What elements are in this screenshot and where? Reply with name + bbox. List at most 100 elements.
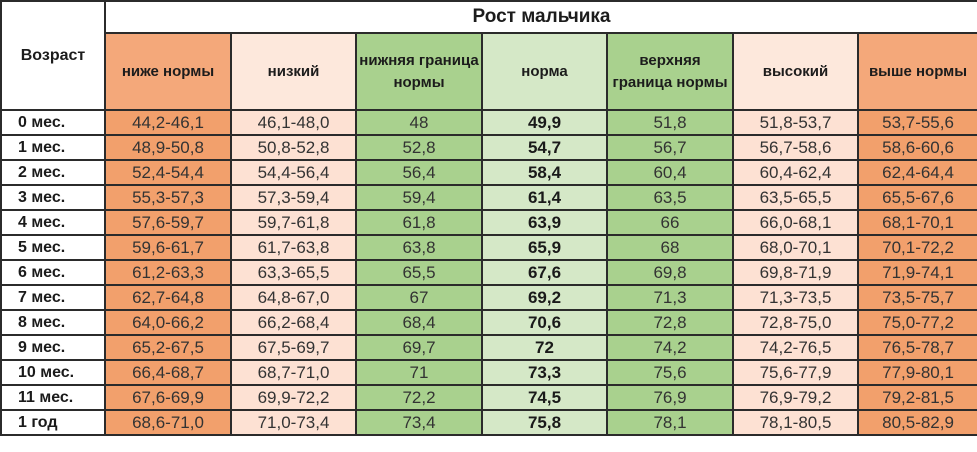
column-headers: ниже нормы низкий нижняя граница нормы н… — [1, 32, 977, 111]
cell-norm: 58,4 — [481, 159, 608, 186]
cell-below-norm: 44,2-46,1 — [104, 109, 232, 136]
table-row: 5 мес. 59,6-61,7 61,7-63,8 63,8 65,9 68 68,0-7… — [0, 234, 977, 261]
cell-lower-bound: 56,4 — [355, 159, 483, 186]
table-title: Рост мальчика — [103, 0, 977, 34]
cell-lower-bound: 69,7 — [355, 334, 483, 361]
header-upper-bound: верхняя граница нормы — [606, 32, 734, 111]
cell-above-norm: 62,4-64,4 — [856, 159, 977, 186]
cell-upper-bound: 66 — [606, 209, 734, 236]
table-row: 8 мес. 64,0-66,2 66,2-68,4 68,4 70,6 72,8 72,8… — [0, 309, 977, 336]
age-cell: 5 мес. — [0, 234, 106, 261]
cell-below-norm: 57,6-59,7 — [104, 209, 232, 236]
cell-low: 64,8-67,0 — [230, 284, 357, 311]
growth-table: Возраст Рост мальчика ниже нормы низкий … — [0, 0, 977, 436]
cell-high: 63,5-65,5 — [732, 184, 859, 211]
cell-high: 74,2-76,5 — [732, 334, 859, 361]
age-cell: 1 мес. — [0, 134, 106, 161]
table-row: 2 мес. 52,4-54,4 54,4-56,4 56,4 58,4 60,4 60,4… — [0, 159, 977, 186]
cell-lower-bound: 72,2 — [355, 384, 483, 411]
cell-high: 75,6-77,9 — [732, 359, 859, 386]
cell-above-norm: 77,9-80,1 — [856, 359, 977, 386]
cell-lower-bound: 63,8 — [355, 234, 483, 261]
cell-below-norm: 68,6-71,0 — [104, 409, 232, 436]
cell-high: 68,0-70,1 — [732, 234, 859, 261]
cell-upper-bound: 72,8 — [606, 309, 734, 336]
table-row: 1 год 68,6-71,0 71,0-73,4 73,4 75,8 78,1 78,1-… — [0, 409, 977, 436]
cell-norm: 49,9 — [481, 109, 608, 136]
cell-low: 66,2-68,4 — [230, 309, 357, 336]
header-below-norm: ниже нормы — [104, 32, 232, 111]
age-cell: 0 мес. — [0, 109, 106, 136]
cell-upper-bound: 75,6 — [606, 359, 734, 386]
table-row: 9 мес. 65,2-67,5 67,5-69,7 69,7 72 74,2 74,2-7… — [0, 334, 977, 361]
cell-above-norm: 80,5-82,9 — [856, 409, 977, 436]
cell-norm: 69,2 — [481, 284, 608, 311]
table-row: 11 мес. 67,6-69,9 69,9-72,2 72,2 74,5 76,9 76,… — [0, 384, 977, 411]
cell-lower-bound: 61,8 — [355, 209, 483, 236]
cell-above-norm: 75,0-77,2 — [856, 309, 977, 336]
cell-low: 69,9-72,2 — [230, 384, 357, 411]
header-high: высокий — [732, 32, 859, 111]
cell-low: 59,7-61,8 — [230, 209, 357, 236]
cell-lower-bound: 73,4 — [355, 409, 483, 436]
cell-low: 50,8-52,8 — [230, 134, 357, 161]
age-cell: 1 год — [0, 409, 106, 436]
cell-norm: 63,9 — [481, 209, 608, 236]
cell-norm: 54,7 — [481, 134, 608, 161]
cell-upper-bound: 63,5 — [606, 184, 734, 211]
cell-upper-bound: 60,4 — [606, 159, 734, 186]
header-lower-bound: нижняя граница нормы — [355, 32, 483, 111]
cell-above-norm: 70,1-72,2 — [856, 234, 977, 261]
table-row: 6 мес. 61,2-63,3 63,3-65,5 65,5 67,6 69,8 69,8… — [0, 259, 977, 286]
cell-high: 51,8-53,7 — [732, 109, 859, 136]
age-cell: 4 мес. — [0, 209, 106, 236]
cell-lower-bound: 52,8 — [355, 134, 483, 161]
cell-below-norm: 55,3-57,3 — [104, 184, 232, 211]
cell-low: 71,0-73,4 — [230, 409, 357, 436]
table-row: 4 мес. 57,6-59,7 59,7-61,8 61,8 63,9 66 66,0-6… — [0, 209, 977, 236]
cell-upper-bound: 76,9 — [606, 384, 734, 411]
age-cell: 9 мес. — [0, 334, 106, 361]
age-cell: 7 мес. — [0, 284, 106, 311]
table-row: 1 мес. 48,9-50,8 50,8-52,8 52,8 54,7 56,7 56,7… — [0, 134, 977, 161]
age-cell: 2 мес. — [0, 159, 106, 186]
cell-low: 57,3-59,4 — [230, 184, 357, 211]
cell-high: 69,8-71,9 — [732, 259, 859, 286]
cell-low: 67,5-69,7 — [230, 334, 357, 361]
cell-upper-bound: 56,7 — [606, 134, 734, 161]
age-cell: 8 мес. — [0, 309, 106, 336]
cell-above-norm: 71,9-74,1 — [856, 259, 977, 286]
cell-above-norm: 79,2-81,5 — [856, 384, 977, 411]
cell-norm: 72 — [481, 334, 608, 361]
cell-upper-bound: 51,8 — [606, 109, 734, 136]
cell-below-norm: 61,2-63,3 — [104, 259, 232, 286]
cell-above-norm: 76,5-78,7 — [856, 334, 977, 361]
cell-norm: 61,4 — [481, 184, 608, 211]
table-row: 7 мес. 62,7-64,8 64,8-67,0 67 69,2 71,3 71,3-7… — [0, 284, 977, 311]
age-column-header: Возраст — [0, 0, 106, 111]
cell-lower-bound: 65,5 — [355, 259, 483, 286]
cell-norm: 74,5 — [481, 384, 608, 411]
cell-norm: 67,6 — [481, 259, 608, 286]
cell-high: 76,9-79,2 — [732, 384, 859, 411]
cell-high: 72,8-75,0 — [732, 309, 859, 336]
cell-high: 60,4-62,4 — [732, 159, 859, 186]
cell-high: 66,0-68,1 — [732, 209, 859, 236]
cell-upper-bound: 74,2 — [606, 334, 734, 361]
cell-high: 56,7-58,6 — [732, 134, 859, 161]
cell-above-norm: 53,7-55,6 — [856, 109, 977, 136]
cell-above-norm: 68,1-70,1 — [856, 209, 977, 236]
cell-below-norm: 48,9-50,8 — [104, 134, 232, 161]
cell-below-norm: 66,4-68,7 — [104, 359, 232, 386]
cell-below-norm: 59,6-61,7 — [104, 234, 232, 261]
cell-low: 54,4-56,4 — [230, 159, 357, 186]
cell-lower-bound: 48 — [355, 109, 483, 136]
cell-lower-bound: 71 — [355, 359, 483, 386]
cell-low: 61,7-63,8 — [230, 234, 357, 261]
cell-upper-bound: 78,1 — [606, 409, 734, 436]
header-low: низкий — [230, 32, 357, 111]
age-cell: 6 мес. — [0, 259, 106, 286]
cell-upper-bound: 71,3 — [606, 284, 734, 311]
cell-above-norm: 73,5-75,7 — [856, 284, 977, 311]
header-above-norm: выше нормы — [856, 32, 977, 111]
